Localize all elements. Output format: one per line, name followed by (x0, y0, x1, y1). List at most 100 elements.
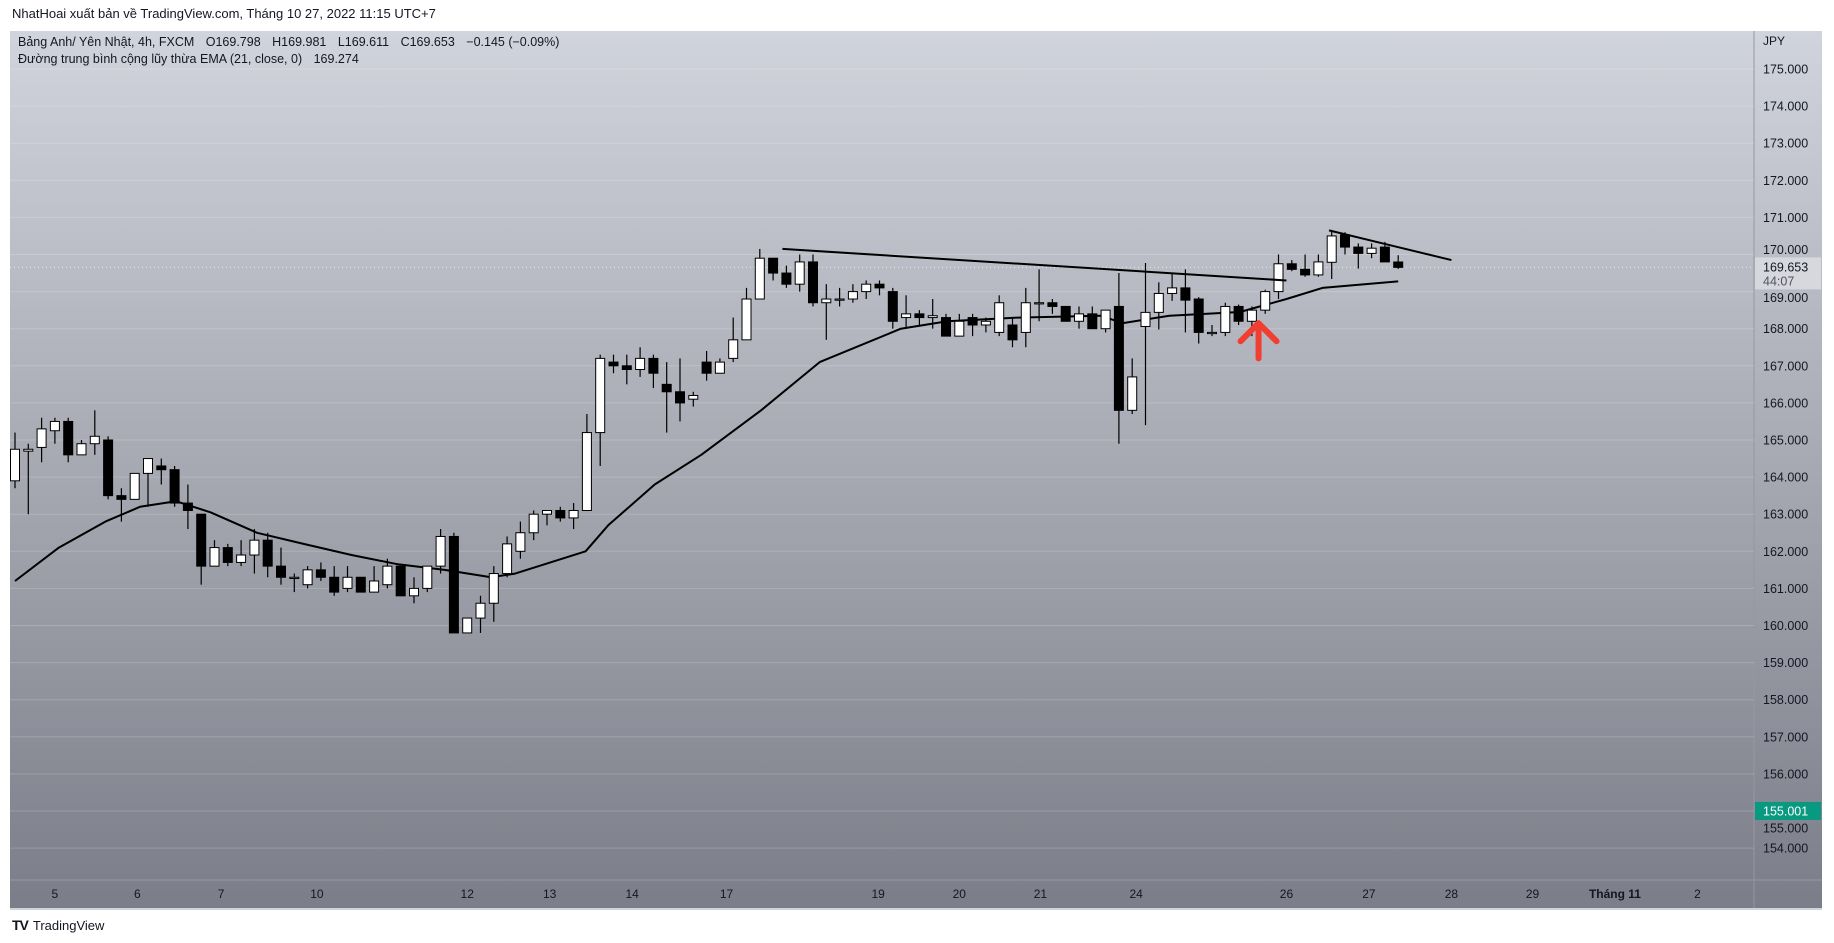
candle[interactable] (861, 280, 872, 300)
candle[interactable] (63, 417, 74, 463)
candle[interactable] (701, 350, 712, 381)
candle[interactable] (847, 284, 858, 303)
candle[interactable] (1300, 254, 1311, 277)
candle[interactable] (196, 513, 207, 585)
candle[interactable] (36, 417, 47, 463)
ema-line[interactable] (14, 280, 1399, 582)
candle[interactable] (927, 299, 938, 329)
candle[interactable] (1153, 282, 1164, 330)
candle[interactable] (488, 566, 499, 622)
candle[interactable] (714, 358, 725, 374)
candle[interactable] (276, 547, 286, 585)
candle[interactable] (169, 465, 180, 507)
candle[interactable] (967, 313, 978, 337)
candle[interactable] (887, 287, 898, 329)
candle[interactable] (1127, 358, 1138, 415)
candle[interactable] (342, 566, 353, 593)
candle[interactable] (1393, 255, 1404, 269)
candle[interactable] (369, 566, 380, 593)
trendline[interactable] (782, 247, 1287, 282)
candle[interactable] (116, 488, 127, 522)
candle[interactable] (1113, 273, 1124, 444)
candle[interactable] (129, 472, 140, 500)
candle[interactable] (1074, 306, 1084, 329)
candle[interactable] (994, 295, 1005, 337)
candle[interactable] (249, 529, 260, 574)
candle[interactable] (1100, 309, 1111, 333)
candle[interactable] (635, 347, 646, 377)
candle[interactable] (542, 509, 552, 526)
candle[interactable] (688, 391, 699, 407)
candle[interactable] (675, 358, 685, 422)
candle[interactable] (76, 440, 87, 456)
trendline[interactable] (1328, 229, 1452, 262)
candle[interactable] (262, 532, 273, 578)
candle[interactable] (462, 617, 473, 634)
candle[interactable] (980, 317, 991, 333)
candle[interactable] (1220, 302, 1231, 337)
candle[interactable] (103, 436, 114, 500)
candle[interactable] (395, 565, 406, 597)
candle[interactable] (1047, 299, 1058, 314)
candle[interactable] (222, 543, 233, 567)
candle[interactable] (409, 577, 419, 604)
candle[interactable] (475, 595, 486, 633)
candle[interactable] (1180, 269, 1191, 333)
candle[interactable] (768, 257, 779, 281)
candle[interactable] (315, 562, 326, 581)
candle[interactable] (1233, 304, 1244, 325)
symbol-name[interactable]: Bảng Anh/ Yên Nhật, 4h, FXCM (18, 35, 195, 49)
candle[interactable] (794, 254, 805, 292)
candle[interactable] (1193, 297, 1204, 344)
candle[interactable] (808, 254, 818, 307)
candle[interactable] (1379, 241, 1390, 263)
candle[interactable] (941, 313, 951, 337)
candle[interactable] (568, 503, 579, 530)
candle[interactable] (1140, 263, 1151, 426)
candle[interactable] (901, 295, 912, 329)
candle[interactable] (1260, 289, 1271, 314)
candle[interactable] (502, 536, 513, 578)
ema-label[interactable]: Đường trung bình cộng lũy thừa EMA (21, … (18, 52, 303, 66)
chart-pane[interactable] (10, 31, 1822, 909)
candle[interactable] (954, 313, 965, 337)
candle[interactable] (528, 510, 539, 541)
candle[interactable] (1060, 305, 1071, 322)
candle[interactable] (23, 443, 34, 515)
candle[interactable] (236, 540, 247, 567)
candle[interactable] (555, 506, 566, 522)
candle[interactable] (329, 566, 340, 596)
candle[interactable] (302, 566, 313, 589)
candle[interactable] (781, 265, 792, 288)
candle[interactable] (608, 354, 619, 374)
candle[interactable] (289, 573, 300, 593)
candle[interactable] (1167, 273, 1178, 301)
candle[interactable] (1020, 287, 1031, 348)
candle[interactable] (382, 558, 393, 589)
candle[interactable] (874, 280, 885, 296)
candle[interactable] (448, 532, 459, 634)
candle[interactable] (621, 354, 632, 385)
candle[interactable] (49, 417, 60, 444)
candle[interactable] (355, 576, 366, 593)
candle[interactable] (914, 310, 925, 325)
candle[interactable] (515, 521, 526, 559)
candle[interactable] (89, 410, 100, 455)
candle[interactable] (834, 287, 845, 307)
candle[interactable] (182, 484, 193, 530)
candle[interactable] (728, 317, 739, 363)
candle[interactable] (821, 284, 832, 340)
candle[interactable] (10, 432, 20, 489)
candle[interactable] (1286, 260, 1297, 272)
candle[interactable] (1034, 269, 1045, 322)
alert-price-label-box[interactable] (1755, 801, 1821, 820)
candle[interactable] (1366, 243, 1377, 259)
candle[interactable] (435, 529, 446, 574)
candle[interactable] (1273, 254, 1284, 300)
candle[interactable] (661, 362, 672, 433)
candle[interactable] (741, 287, 752, 341)
candle[interactable] (1353, 243, 1364, 269)
candle[interactable] (1313, 254, 1324, 277)
candle[interactable] (648, 354, 659, 389)
